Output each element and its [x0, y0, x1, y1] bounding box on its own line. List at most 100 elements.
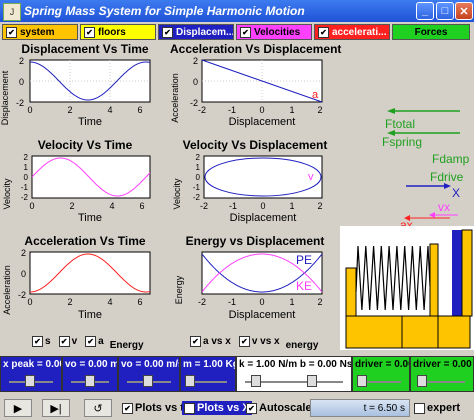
- x-axis-label: Time: [78, 309, 102, 321]
- checkbox-icon[interactable]: ✔: [246, 402, 257, 414]
- checkbox-icon[interactable]: ✔: [318, 26, 329, 38]
- mass-slider[interactable]: m = 1.00 Kg: [180, 356, 236, 392]
- checkbox-v-vs-x[interactable]: ✔: [238, 335, 250, 347]
- x-axis-label: Displacement: [229, 116, 296, 128]
- checkbox-icon[interactable]: ✔: [84, 26, 95, 38]
- y-tick: 2: [196, 153, 201, 162]
- checkbox-a[interactable]: ✔: [85, 335, 97, 347]
- checkbox-icon[interactable]: [414, 402, 425, 414]
- ke-label: KE: [296, 279, 312, 293]
- checkbox-v[interactable]: ✔: [58, 335, 70, 347]
- play-icon: ▶: [13, 402, 23, 415]
- tab-accelerations[interactable]: ✔ accelerati...: [314, 24, 390, 40]
- y-tick: 1: [24, 163, 29, 172]
- y-tick: -2: [21, 193, 29, 202]
- x-tick: -2: [200, 201, 208, 211]
- fdamp-label: Fdamp: [432, 152, 470, 166]
- x-tick: 0: [27, 105, 32, 115]
- x-tick: -2: [198, 105, 206, 115]
- v0-slider[interactable]: vo = 0.00 m/s: [118, 356, 180, 392]
- slider-thumb[interactable]: [417, 375, 427, 387]
- x-axis-label: Displacement: [229, 309, 296, 321]
- y-tick: -2: [193, 193, 201, 202]
- plot-title: Velocity Vs Time: [37, 138, 133, 152]
- step-icon: ▶|: [50, 402, 62, 415]
- slider-thumb[interactable]: [85, 375, 95, 387]
- tab-velocities[interactable]: ✔ Velocities: [236, 24, 312, 40]
- slider-thumb[interactable]: [307, 375, 317, 387]
- reset-button[interactable]: ↺: [84, 399, 112, 417]
- autoscale-toggle[interactable]: ✔ Autoscale: [246, 401, 312, 415]
- visibility-toolbar: ✔ system ✔ floors ✔ Displacem... ✔ Velocitie…: [0, 22, 474, 42]
- x-tick: 0: [29, 201, 34, 211]
- plot-title: Acceleration Vs Time: [24, 234, 146, 248]
- tab-floors[interactable]: ✔ floors: [80, 24, 156, 40]
- tab-system[interactable]: ✔ system: [2, 24, 78, 40]
- checkbox-icon[interactable]: ✔: [6, 26, 17, 38]
- checkbox-a-vs-x[interactable]: ✔: [190, 335, 201, 347]
- slider-thumb[interactable]: [143, 375, 153, 387]
- checkbox-icon[interactable]: ✔: [162, 26, 173, 38]
- y-tick: 2: [24, 153, 29, 162]
- x-axis-label: Displacement: [230, 212, 297, 224]
- vx-label: vx: [438, 200, 450, 214]
- play-button[interactable]: ▶: [4, 399, 32, 417]
- v-marker: v: [308, 171, 314, 183]
- close-button[interactable]: ✕: [455, 2, 473, 20]
- energy-label: Energy: [109, 339, 144, 351]
- x-axis-label: Time: [78, 212, 102, 224]
- expert-toggle[interactable]: expert: [414, 401, 460, 415]
- driver-frequency-slider[interactable]: driver = 0.00 H: [410, 356, 474, 392]
- x-tick: 4: [109, 201, 114, 211]
- x-tick: -1: [228, 105, 236, 115]
- slider-thumb[interactable]: [357, 375, 367, 387]
- x-tick: 4: [107, 297, 112, 307]
- x-tick: 2: [317, 297, 322, 307]
- checkbox-icon[interactable]: ✔: [240, 26, 251, 38]
- y-tick: 0: [193, 77, 198, 87]
- slider-thumb[interactable]: [185, 375, 195, 387]
- energy-label-2: energy: [285, 339, 319, 351]
- plot-displacement-vs-time: Displacement Vs Time Displacement 2 0 -2…: [0, 42, 170, 134]
- x-tick: 6: [139, 201, 144, 211]
- plot-velocity-vs-displacement: Velocity Vs Displacement Velocity 2 1 0 …: [170, 138, 340, 230]
- fdrive-label: Fdrive: [430, 170, 464, 184]
- checkbox-icon[interactable]: ✔: [122, 402, 133, 414]
- control-bar: ▶ ▶| ↺ ✔ Plots vs t ✔ Plots vs X ✔ Autoscal…: [0, 396, 474, 420]
- y-axis-label: Velocity: [2, 178, 12, 210]
- y-tick: 0: [196, 173, 201, 182]
- plots-vs-x-toggle[interactable]: ✔ Plots vs X: [182, 401, 252, 415]
- y-axis-label: Velocity: [172, 178, 182, 210]
- spring-mass-simulation[interactable]: [340, 226, 474, 350]
- y-tick: 2: [19, 56, 24, 66]
- driver-amplitude-slider[interactable]: driver = 0.00: [352, 356, 410, 392]
- tab-forces[interactable]: Forces: [392, 24, 470, 40]
- java-icon[interactable]: J: [3, 3, 21, 21]
- x-tick: 1: [289, 297, 294, 307]
- k-b-slider[interactable]: k = 1.00 N/m b = 0.00 Ns/m: [236, 356, 352, 392]
- checkbox-icon[interactable]: ✔: [184, 402, 195, 414]
- y-axis-label: Energy: [174, 275, 184, 304]
- slider-thumb[interactable]: [25, 375, 35, 387]
- y-tick: -2: [18, 290, 26, 300]
- tab-displacement[interactable]: ✔ Displacem...: [158, 24, 234, 40]
- y-axis-label: Displacement: [0, 70, 10, 125]
- y-tick: -2: [16, 98, 24, 108]
- maximize-button[interactable]: □: [436, 2, 454, 20]
- step-button[interactable]: ▶|: [42, 399, 70, 417]
- plot-selectors-left: ✔ s ✔ v ✔ a Energy: [32, 334, 144, 351]
- forces-diagram: Ftotal Fspring Fdamp Fdrive X vx ax: [382, 108, 470, 232]
- y-tick: 1: [196, 163, 201, 172]
- slider-thumb[interactable]: [251, 375, 261, 387]
- a-marker: a: [312, 89, 319, 101]
- y-tick: 0: [21, 269, 26, 279]
- checkbox-s[interactable]: ✔: [32, 335, 43, 347]
- x0-slider[interactable]: vo = 0.00 m: [62, 356, 118, 392]
- plot-title: Velocity Vs Displacement: [182, 138, 328, 152]
- plots-vs-t-toggle[interactable]: ✔ Plots vs t: [122, 401, 184, 415]
- minimize-button[interactable]: _: [416, 2, 434, 20]
- x-peak-slider[interactable]: x peak = 0.00: [0, 356, 62, 392]
- x-tick: 2: [67, 297, 72, 307]
- plot-title: Acceleration Vs Displacement: [170, 42, 342, 56]
- x-tick: 0: [259, 297, 264, 307]
